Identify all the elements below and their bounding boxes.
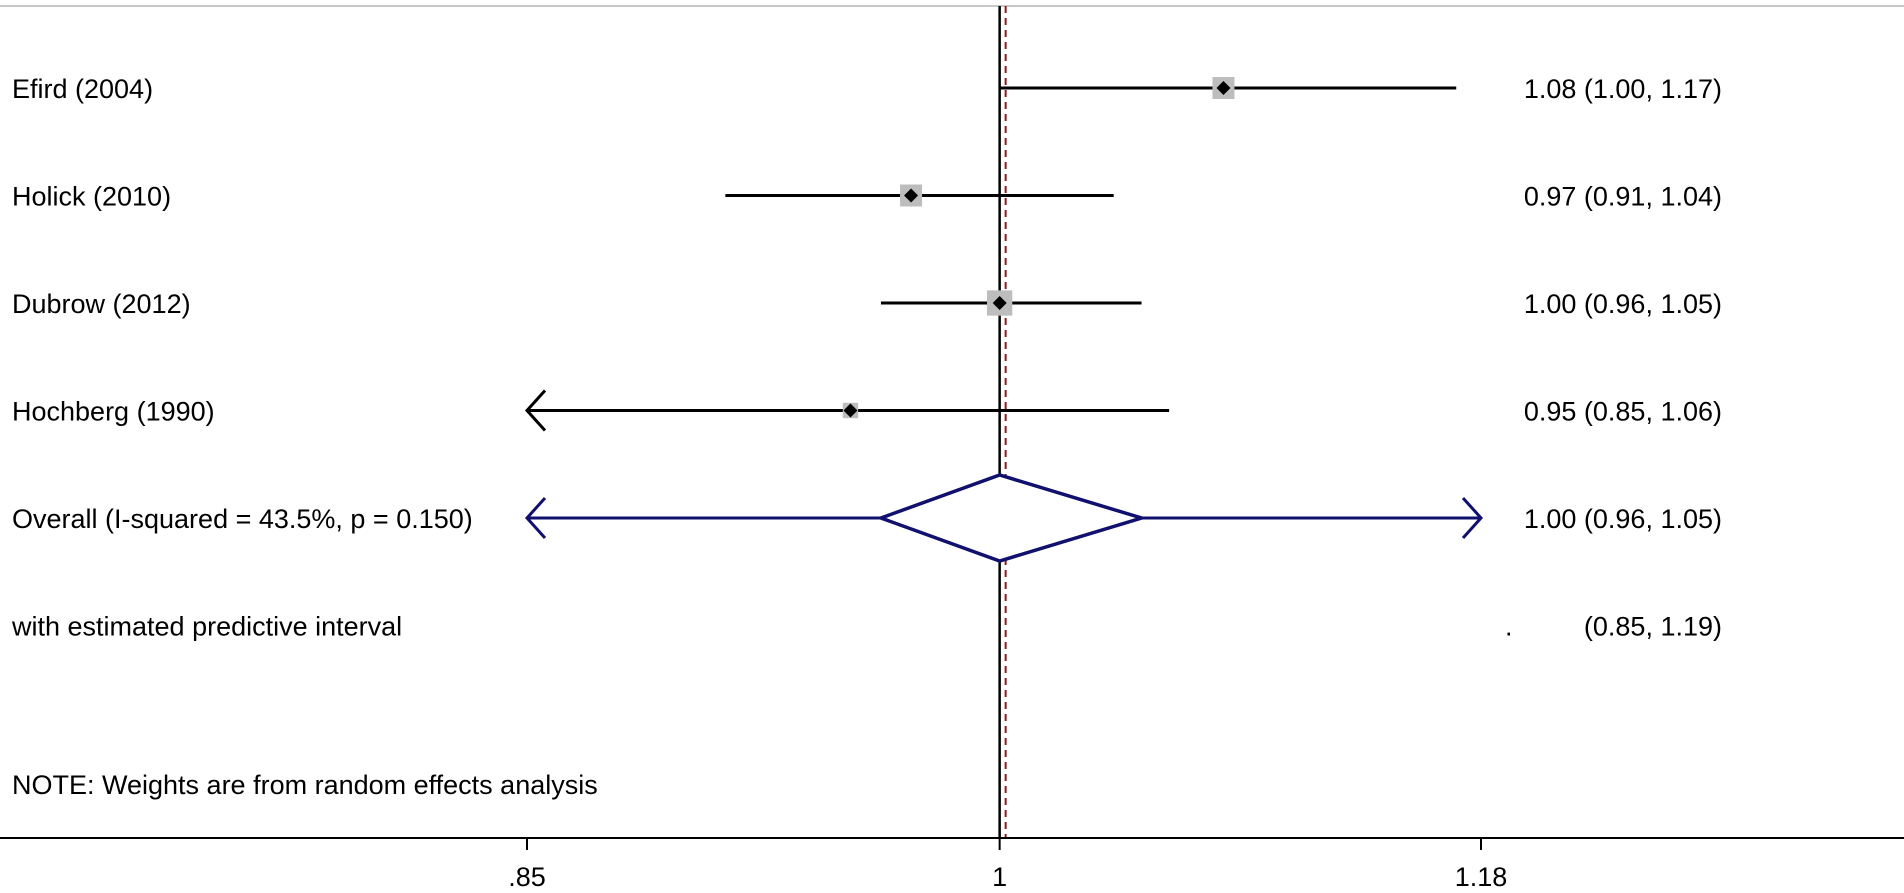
study-rows: Efird (2004) 1.08 (1.00, 1.17) Holick (201… [11, 74, 1722, 642]
study-row: Holick (2010) 0.97 (0.91, 1.04) [12, 182, 1722, 212]
point-estimate [904, 188, 919, 203]
ci-arrow-left [524, 389, 547, 432]
overall-effect-text: 1.00 (0.96, 1.05) [1524, 504, 1722, 534]
point-estimate [1216, 81, 1231, 95]
prediction-label: with estimated predictive interval [11, 612, 402, 642]
note-text: NOTE: Weights are from random effects an… [12, 770, 598, 800]
study-label: Efird (2004) [12, 74, 153, 104]
study-label: Dubrow (2012) [12, 289, 191, 319]
effect-size-text: 1.00 (0.96, 1.05) [1524, 289, 1722, 319]
overall-diamond [875, 473, 1148, 563]
overall-row: Overall (I-squared = 43.5%, p = 0.150) 1.… [12, 473, 1722, 563]
x-tick-label: 1.18 [1455, 862, 1508, 892]
effect-size-text: 1.08 (1.00, 1.17) [1524, 74, 1722, 104]
overall-label: Overall (I-squared = 43.5%, p = 0.150) [12, 504, 473, 534]
x-tick-label: .85 [508, 862, 546, 892]
study-label: Hochberg (1990) [12, 397, 215, 427]
prediction-arrow-left [524, 496, 547, 540]
point-estimate [992, 296, 1007, 310]
study-label: Holick (2010) [12, 182, 171, 212]
x-tick-label: 1 [992, 862, 1007, 892]
study-row: Hochberg (1990) 0.95 (0.85, 1.06) [12, 389, 1722, 432]
prediction-interval-text: (0.85, 1.19) [1584, 612, 1722, 642]
effect-size-text: 0.97 (0.91, 1.04) [1524, 182, 1722, 212]
effect-size-text: 0.95 (0.85, 1.06) [1524, 397, 1722, 427]
study-row: Efird (2004) 1.08 (1.00, 1.17) [12, 74, 1722, 104]
prediction-row: with estimated predictive interval. (0.85… [11, 612, 1722, 642]
x-axis-ticks: .85 1 1.18 [508, 838, 1507, 892]
prediction-dot: . [1505, 612, 1513, 642]
prediction-arrow-right [1461, 496, 1484, 540]
study-row: Dubrow (2012) 1.00 (0.96, 1.05) [12, 289, 1722, 319]
point-estimate [843, 403, 858, 418]
